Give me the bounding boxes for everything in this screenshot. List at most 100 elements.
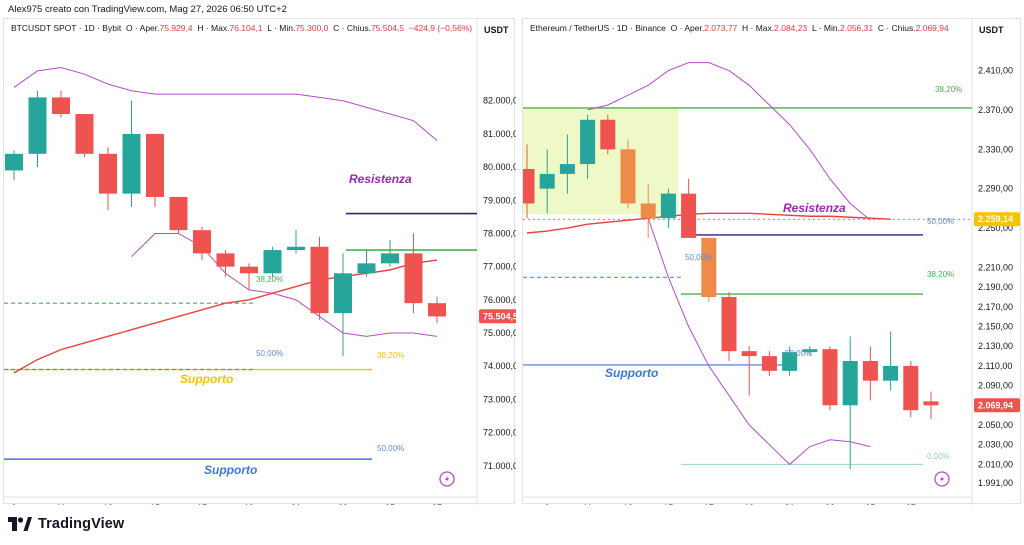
lightning-bolt [445,475,449,483]
btc-legend: BTCUSDT SPOT · 1D · Bybit O · Aper.75.92… [11,23,472,33]
candle-body [903,365,919,411]
x-tick-label: 19 [744,503,754,505]
candle-body [52,97,70,115]
lightning-bolt [940,475,944,483]
y-tick-label: 74.000,0 [483,361,516,371]
candle-body [701,237,717,297]
btc-chart-panel[interactable]: BTCUSDT SPOT · 1D · Bybit O · Aper.75.92… [3,18,516,505]
candle-body [600,119,616,150]
x-tick-label: 23 [825,503,835,505]
eth-close-label: C · Chius. [877,23,916,33]
eth-low-label: L · Min. [811,23,840,33]
fib-500-label: 50,00% [927,217,954,226]
eth-chart-panel[interactable]: Ethereum / TetherUS · 1D · Binance O · A… [522,18,1022,505]
x-tick-label: 27 [432,503,442,505]
y-tick-label: 2.410,00 [978,66,1013,76]
y-tick-label: 2.110,00 [978,361,1012,371]
candle-body [741,351,757,357]
fib-382-label: 38,20% [927,270,954,279]
eth-low-value: 2.056,31 [840,23,874,33]
moving-average-line [13,259,438,374]
y-tick-label: 2.210,00 [978,262,1013,272]
fib-500-label: 50,00% [256,349,283,358]
chart-credit: Alex975 creato con TradingView.com, Mag … [8,4,287,15]
y-tick-label: 80.000,0 [483,162,516,172]
candle-body [404,253,423,304]
last-price-badge-bg [974,398,1020,413]
bollinger-lower-line [131,232,438,337]
candle-body [146,133,164,197]
x-tick-label: 23 [338,503,348,505]
y-tick-label: 2.090,00 [978,381,1013,391]
support-label-blue: Supporto [204,463,257,477]
candle-body [357,263,376,274]
candle-body [287,246,305,251]
x-tick-label: 11 [583,503,592,505]
eth-symbol: Ethereum / TetherUS · 1D · Binance [530,23,666,33]
candle-body [169,196,188,231]
y-tick-label: 2.010,00 [978,459,1013,469]
y-tick-label: 75.000,0 [483,328,516,338]
candle-body [310,246,329,314]
y-tick-label: 2.190,00 [978,282,1013,292]
fib-382-top-label: 38,20% [935,85,962,94]
candle-body [681,193,697,238]
y-tick-label: 78.000,0 [483,228,516,238]
x-tick-label: 13 [103,503,113,505]
btc-symbol: BTCUSDT SPOT · 1D · Bybit [11,23,122,33]
x-tick-label: 15 [663,503,673,505]
btc-candlestick-chart[interactable]: 82.000,0 81.000,0 80.000,0 79.000,0 78.000,0… [4,19,516,505]
candle-body [381,253,399,264]
eth-open-value: 2.073,77 [704,23,738,33]
y-tick-label: 2.050,00 [978,420,1013,430]
y-tick-label: 2.330,00 [978,144,1013,154]
last-price-badge: 2.069,94 [978,400,1013,410]
eth-candlestick-chart[interactable]: 2.410,00 2.370,00 2.330,00 2.290,00 2.250,00… [523,19,1022,505]
x-tick-label: 21 [785,503,795,505]
candle-body [240,266,258,274]
y-tick-label: 2.030,00 [978,440,1013,450]
y-tick-label: 71.000,0 [483,461,516,471]
candle-body [721,297,737,352]
candle-body [822,349,838,406]
x-tick-label: 19 [244,503,254,505]
resistance-label: Resistenza [783,201,846,215]
moving-average-line [526,212,891,234]
bollinger-upper-line [587,62,871,221]
btc-open-label: O · Aper. [125,23,160,33]
y-tick-label: 81.000,0 [483,129,516,139]
x-tick-label: 21 [291,503,301,505]
x-tick-label: 27 [906,503,916,505]
y-tick-label: 2.250,00 [978,223,1013,233]
tradingview-icon [8,517,32,531]
bollinger-upper-line [13,67,438,141]
eth-close-value: 2.069,94 [915,23,949,33]
y-tick-label: 82.000,0 [483,96,516,106]
btc-change: −424,9 (−0,56%) [408,23,473,33]
candle-body [923,401,939,406]
tradingview-logo[interactable]: TradingView [8,516,124,532]
support-label-yellow: Supporto [180,372,233,386]
candle-body [782,352,798,371]
candle-body [216,253,235,267]
y-tick-label: 77.000,0 [483,262,516,272]
x-tick-label: 17 [197,503,207,505]
candle-body [263,250,282,274]
candle-body [523,169,535,204]
y-tick-label: 1.991,00 [978,478,1013,488]
last-price-badge-bg [479,309,516,324]
last-price-badge: 75.504,5 [483,311,516,321]
x-tick-label: 9 [545,503,550,505]
candle-body [580,119,596,165]
eth-legend: Ethereum / TetherUS · 1D · Binance O · A… [530,23,949,33]
y-tick-label: 2.370,00 [978,105,1013,115]
candle-body [539,173,555,189]
btc-close-value: 75.504,5 [370,23,405,33]
x-tick-label: 15 [150,503,160,505]
candle-body [640,203,656,219]
y-tick-label: 2.130,00 [978,341,1013,351]
candle-body [883,365,899,381]
btc-open-value: 75.929,4 [159,23,193,33]
ma-price-badge: 2.259,14 [978,214,1013,224]
btc-high-value: 76.104,1 [229,23,263,33]
